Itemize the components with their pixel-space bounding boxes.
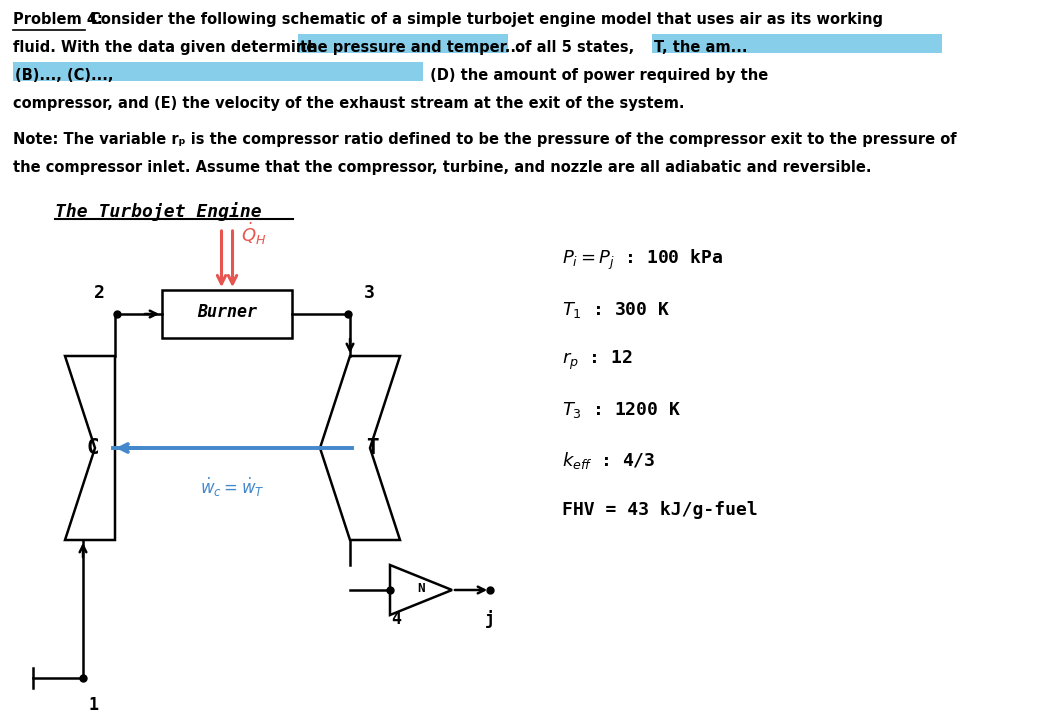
Text: $T_3$ : 1200 K: $T_3$ : 1200 K (562, 400, 681, 420)
Text: The Turbojet Engine: The Turbojet Engine (55, 202, 261, 221)
FancyBboxPatch shape (652, 34, 942, 53)
Text: Note: The variable rₚ is the compressor ratio defined to be the pressure of the : Note: The variable rₚ is the compressor … (13, 132, 957, 147)
Text: the compressor inlet. Assume that the compressor, turbine, and nozzle are all ad: the compressor inlet. Assume that the co… (13, 160, 872, 175)
Text: FHV = 43 kJ/g-fuel: FHV = 43 kJ/g-fuel (562, 501, 758, 519)
Text: (B)..., (C)...,: (B)..., (C)..., (15, 68, 114, 83)
Text: $P_i = P_j$ : 100 kPa: $P_i = P_j$ : 100 kPa (562, 248, 723, 272)
Text: $T_1$ : 300 K: $T_1$ : 300 K (562, 300, 670, 320)
Text: Consider the following schematic of a simple turbojet engine model that uses air: Consider the following schematic of a si… (85, 12, 883, 27)
Text: T: T (365, 438, 378, 458)
Text: Problem 4:: Problem 4: (13, 12, 103, 27)
Text: fluid. With the data given determine: fluid. With the data given determine (13, 40, 322, 55)
Text: 3: 3 (364, 284, 375, 302)
FancyBboxPatch shape (298, 34, 508, 53)
Text: the pressure and temper...: the pressure and temper... (299, 40, 521, 55)
Text: $k_{eff}$ : 4/3: $k_{eff}$ : 4/3 (562, 449, 655, 470)
FancyBboxPatch shape (162, 290, 292, 338)
Text: Burner: Burner (196, 303, 257, 321)
FancyBboxPatch shape (13, 61, 423, 81)
Text: $\dot{Q}_H$: $\dot{Q}_H$ (241, 221, 267, 247)
Text: N: N (417, 582, 425, 595)
Text: (D) the amount of power required by the: (D) the amount of power required by the (425, 68, 768, 83)
Text: of all 5 states,: of all 5 states, (510, 40, 634, 55)
Text: $\dot{w}_c = \dot{w}_T$: $\dot{w}_c = \dot{w}_T$ (200, 476, 264, 499)
Text: 4: 4 (391, 610, 401, 628)
Text: j: j (485, 610, 495, 628)
Text: $r_p$ : 12: $r_p$ : 12 (562, 348, 633, 372)
Text: T, the am...: T, the am... (654, 40, 748, 55)
Text: compressor, and (E) the velocity of the exhaust stream at the exit of the system: compressor, and (E) the velocity of the … (13, 96, 685, 111)
Text: 1: 1 (88, 696, 98, 714)
Text: 2: 2 (93, 284, 104, 302)
Text: C: C (87, 438, 100, 458)
